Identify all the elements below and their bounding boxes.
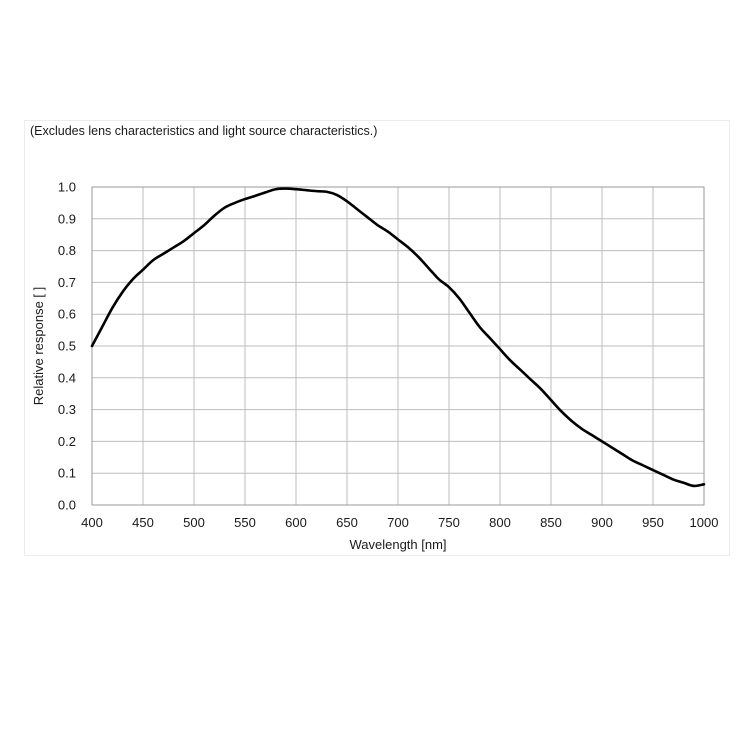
x-tick-label: 650 [336, 515, 358, 530]
x-tick-label: 700 [387, 515, 409, 530]
x-tick-label: 900 [591, 515, 613, 530]
x-tick-label: 750 [438, 515, 460, 530]
x-tick-label: 800 [489, 515, 511, 530]
y-tick-label: 0.9 [58, 211, 76, 226]
y-tick-label: 0.7 [58, 275, 76, 290]
x-tick-label: 400 [81, 515, 103, 530]
y-tick-labels: 0.0 0.1 0.2 0.3 0.4 0.5 0.6 0.7 0.8 0.9 1.0 [58, 180, 76, 513]
y-tick-label: 1.0 [58, 180, 76, 195]
x-tick-label: 550 [234, 515, 256, 530]
x-tick-label: 950 [642, 515, 664, 530]
x-tick-label: 600 [285, 515, 307, 530]
y-tick-label: 0.1 [58, 466, 76, 481]
grid-lines [91, 186, 705, 506]
x-tick-label: 500 [183, 515, 205, 530]
y-tick-label: 0.3 [58, 402, 76, 417]
chart-note: (Excludes lens characteristics and light… [30, 124, 378, 138]
x-axis-title: Wavelength [nm] [349, 537, 446, 552]
y-tick-label: 0.5 [58, 339, 76, 354]
y-tick-label: 0.2 [58, 434, 76, 449]
x-tick-label: 450 [132, 515, 154, 530]
y-tick-label: 0.0 [58, 498, 76, 513]
y-axis-title: Relative response [ ] [31, 287, 46, 406]
y-tick-label: 0.6 [58, 307, 76, 322]
x-tick-label: 850 [540, 515, 562, 530]
response-curve [90, 187, 706, 488]
x-tick-labels: 400 450 500 550 600 650 700 750 800 850 900 950 1000 [81, 515, 718, 530]
chart-frame [24, 120, 730, 556]
x-tick-label: 1000 [690, 515, 719, 530]
y-tick-label: 0.8 [58, 243, 76, 258]
y-tick-label: 0.4 [58, 370, 76, 385]
